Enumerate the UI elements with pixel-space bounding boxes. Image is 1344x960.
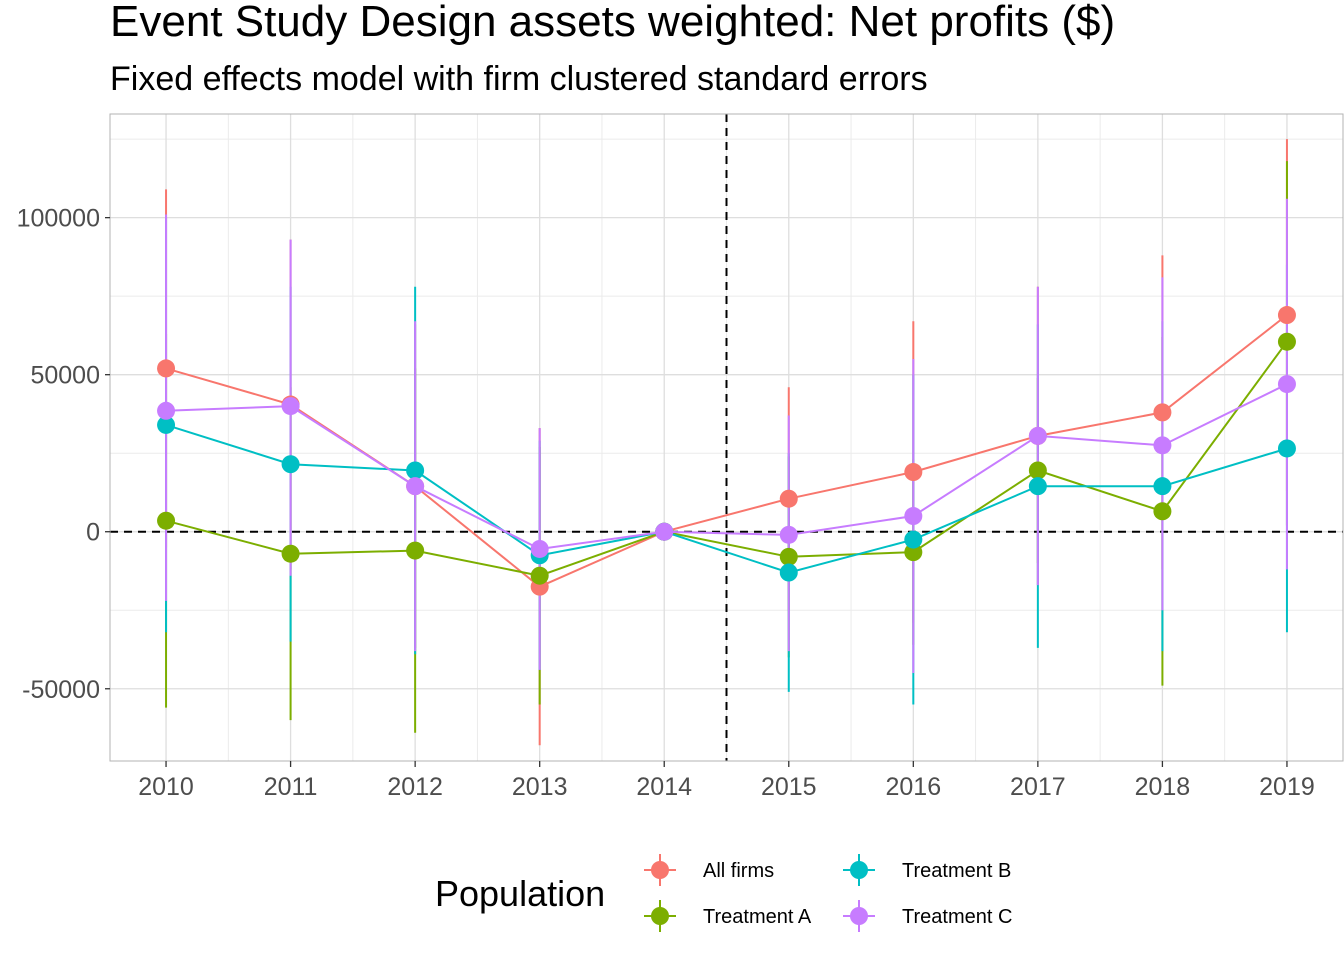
series-treatment-a [157,332,1296,585]
data-point [530,539,549,558]
data-point [779,547,798,566]
chart-subtitle: Fixed effects model with firm clustered … [110,60,928,98]
legend-key-point [651,861,669,879]
legend-item-treatment-c: Treatment C [843,900,1012,932]
data-point [1028,461,1047,480]
data-point [281,455,300,474]
legend-label: Treatment C [902,906,1012,928]
series-layer [157,139,1296,746]
data-point [1153,403,1172,422]
legend-title: Population [435,873,605,914]
data-point [1153,477,1172,496]
x-tick-label: 2019 [1259,773,1315,801]
legend-item-treatment-b: Treatment B [843,854,1011,886]
legend-item-all-firms: All firms [644,854,774,886]
data-point [281,397,300,416]
y-tick-label: 0 [86,519,100,547]
x-tick-label: 2014 [636,773,692,801]
y-tick-label: 50000 [30,362,100,390]
x-tick-label: 2016 [886,773,942,801]
series-line [165,383,1288,551]
data-point [779,489,798,508]
legend-label: All firms [703,860,774,882]
data-point [530,566,549,585]
data-point [157,359,176,378]
data-point [904,507,923,526]
y-tick-label: -50000 [22,676,100,704]
data-point [904,463,923,482]
data-point [157,415,176,434]
data-point [281,544,300,563]
y-tick-label: 100000 [17,205,100,233]
data-point [904,530,923,549]
x-tick-label: 2013 [512,773,568,801]
data-point [1277,375,1296,394]
data-point [1153,502,1172,521]
data-point [1277,332,1296,351]
x-tick-label: 2011 [264,773,318,801]
legend-key-point [651,907,669,925]
data-point [655,522,674,541]
legend-key-point [850,907,868,925]
legend-item-treatment-a: Treatment A [644,900,812,932]
x-tick-label: 2017 [1010,773,1066,801]
data-point [406,477,425,496]
chart-title: Event Study Design assets weighted: Net … [110,0,1115,46]
data-point [1277,439,1296,458]
legend-label: Treatment A [703,906,812,928]
x-tick-label: 2012 [387,773,443,801]
data-point [1028,477,1047,496]
reference-lines [110,114,1343,761]
data-point [1153,436,1172,455]
data-point [406,461,425,480]
axes: -50000 0 50000 100000 2010 2011 2012 2013 2014 20… [17,205,1315,801]
x-tick-label: 2018 [1135,773,1191,801]
data-point [904,543,923,562]
x-tick-label: 2015 [761,773,817,801]
series-line [165,341,1288,577]
data-point [1277,306,1296,325]
series-treatment-c [157,375,1296,558]
data-point [406,541,425,560]
legend-key-point [850,861,868,879]
series-line [165,423,1288,574]
x-tick-label: 2010 [138,773,194,801]
data-point [157,401,176,420]
data-point [1028,426,1047,445]
panel-border [109,113,1344,762]
data-point [157,511,176,530]
data-point [779,525,798,544]
data-point [779,563,798,582]
legend-label: Treatment B [902,860,1011,882]
legend: Population All firms Treatment A Treatment… [435,854,1012,932]
